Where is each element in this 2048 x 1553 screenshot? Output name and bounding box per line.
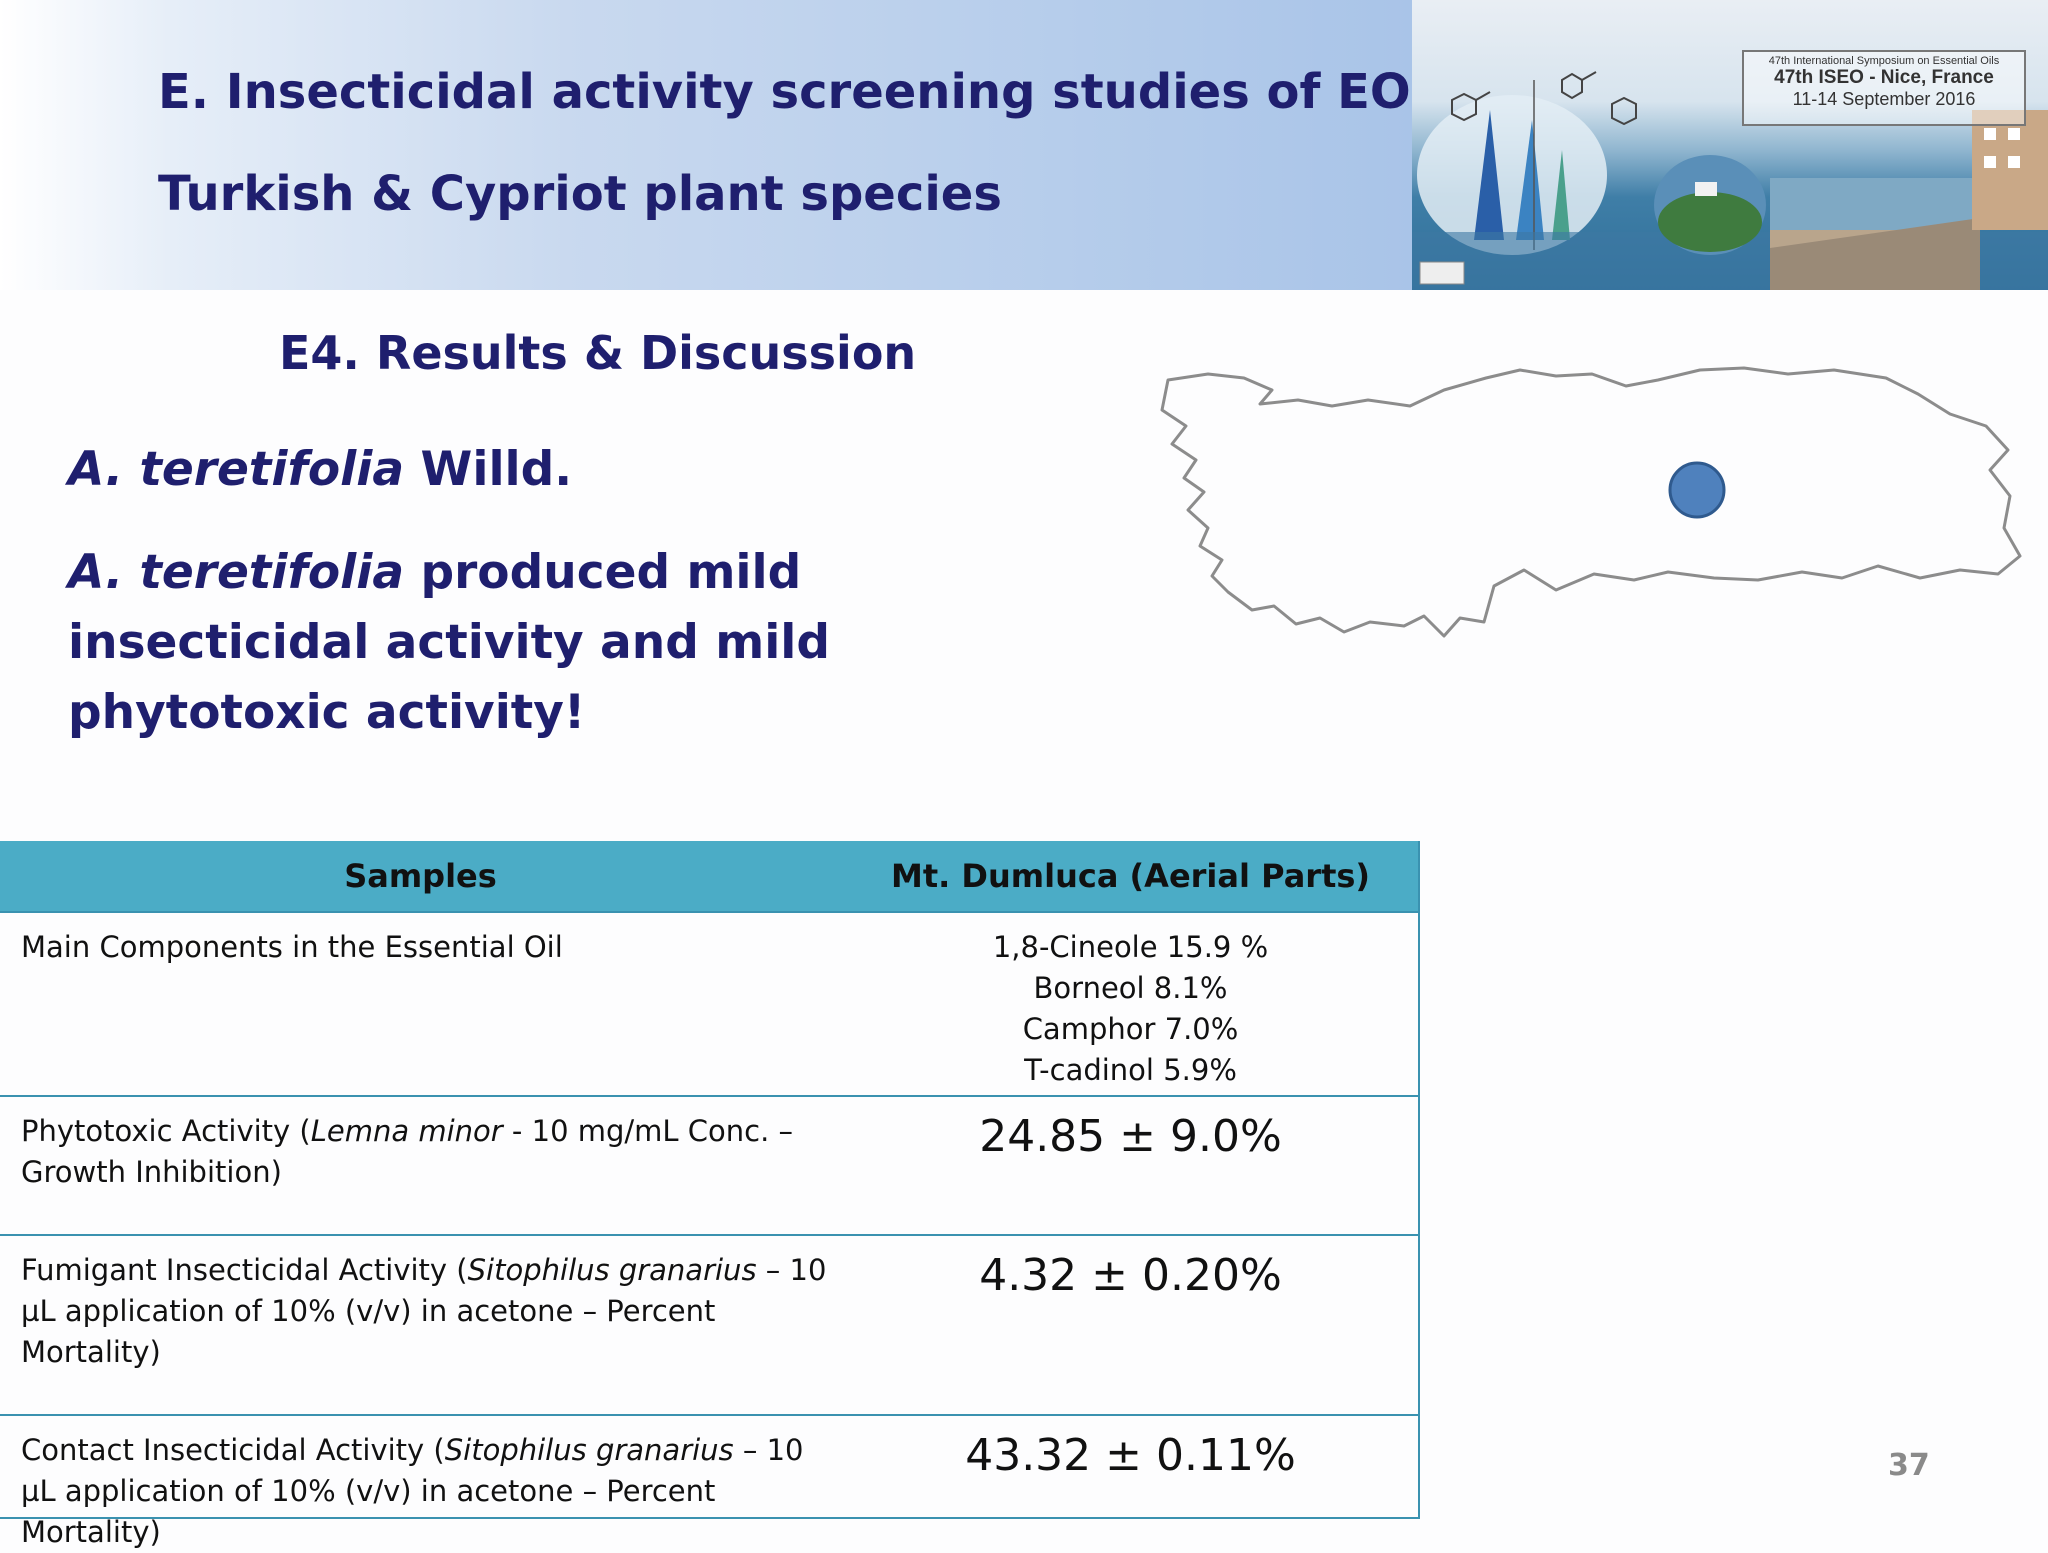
species-name: A. teretifolia Willd.: [68, 442, 572, 497]
statement-text: produced mild insecticidal activity and …: [68, 545, 831, 740]
label-text: Fumigant Insecticidal Activity (: [21, 1253, 468, 1287]
page-number: 37: [1888, 1448, 1930, 1483]
component-item: Camphor 7.0%: [1022, 1012, 1239, 1046]
turkey-map: [1160, 366, 2022, 638]
contact-value: 43.32 ± 0.11%: [841, 1414, 1420, 1553]
component-item: 1,8-Cineole 15.9 %: [992, 930, 1269, 964]
table-row: Phytotoxic Activity (Lemna minor - 10 mg…: [0, 1095, 1420, 1235]
column-header-location: Mt. Dumluca (Aerial Parts): [841, 841, 1420, 912]
row-label: Fumigant Insecticidal Activity (Sitophil…: [0, 1234, 841, 1415]
row-label: Contact Insecticidal Activity (Sitophilu…: [0, 1414, 841, 1553]
symposium-name: 47th International Symposium on Essentia…: [1768, 55, 2000, 67]
label-text: - 10 mg/mL Conc. – Growth Inhibition): [21, 1114, 794, 1189]
row-label: Phytotoxic Activity (Lemna minor - 10 mg…: [0, 1095, 841, 1235]
label-text: Contact Insecticidal Activity (: [21, 1433, 445, 1467]
label-species: Sitophilus granarius: [444, 1433, 734, 1467]
species-name-italic: A. teretifolia: [68, 442, 405, 497]
table-row: Contact Insecticidal Activity (Sitophilu…: [0, 1414, 1420, 1553]
table-header-row: Samples Mt. Dumluca (Aerial Parts): [0, 841, 1420, 912]
conference-banner-illustration: [1412, 71, 2048, 290]
conference-banner-image: 47th International Symposium on Essentia…: [1412, 0, 2048, 290]
slide-title-line2: Turkish & Cypriot plant species: [158, 166, 1002, 222]
main-components-cell: 1,8-Cineole 15.9 % Borneol 8.1% Camphor …: [841, 911, 1420, 1096]
component-item: Borneol 8.1%: [1033, 971, 1228, 1005]
title-banner: E. Insecticidal activity screening studi…: [0, 0, 1555, 290]
location-marker: [1668, 461, 1726, 519]
label-species: Sitophilus granarius: [467, 1253, 757, 1287]
results-table: Samples Mt. Dumluca (Aerial Parts) Main …: [0, 841, 1420, 1553]
label-text: – 10 µL application of 10% (v/v) in acet…: [21, 1433, 804, 1549]
label-species: Lemna minor: [310, 1114, 503, 1148]
section-subheading: E4. Results & Discussion: [279, 326, 917, 380]
symposium-dates: 11-14 September 2016: [1792, 89, 1976, 109]
label-text: Phytotoxic Activity (: [21, 1114, 311, 1148]
table-border-bottom: [0, 1517, 1420, 1519]
slide-title-line1: E. Insecticidal activity screening studi…: [158, 64, 1555, 120]
table-row: Fumigant Insecticidal Activity (Sitophil…: [0, 1234, 1420, 1415]
component-item: T-cadinol 5.9%: [1024, 1053, 1237, 1087]
table-border-right: [1418, 841, 1420, 1519]
label-text: – 10 µL application of 10% (v/v) in acet…: [21, 1253, 827, 1369]
symposium-location: 47th ISEO - Nice, France: [1774, 67, 1994, 88]
row-label: Main Components in the Essential Oil: [0, 911, 841, 1096]
turkey-outline: [1160, 366, 2022, 638]
conference-sign: 47th International Symposium on Essentia…: [1742, 50, 2026, 126]
statement-species: A. teretifolia: [68, 545, 405, 600]
phytotoxic-value: 24.85 ± 9.0%: [841, 1095, 1420, 1235]
species-author: Willd.: [404, 442, 573, 497]
column-header-samples: Samples: [0, 841, 841, 912]
table-row: Main Components in the Essential Oil 1,8…: [0, 911, 1420, 1096]
result-statement: A. teretifolia produced mild insecticida…: [68, 538, 1028, 748]
fumigant-value: 4.32 ± 0.20%: [841, 1234, 1420, 1415]
